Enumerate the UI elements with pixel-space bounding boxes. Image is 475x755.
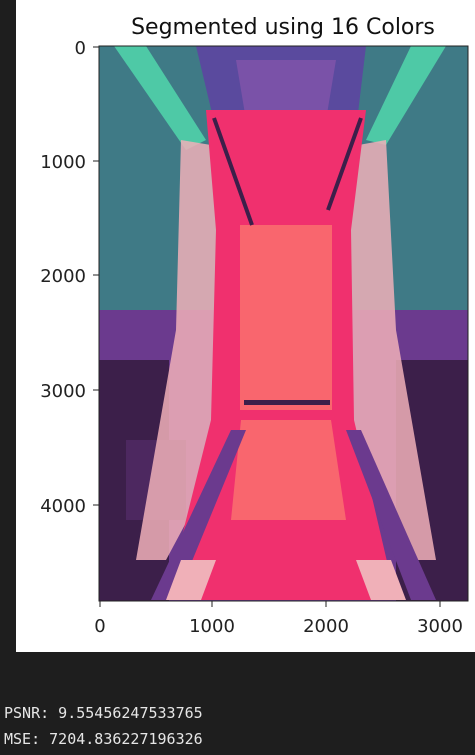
x-axis: 0 1000 2000 3000 [94, 601, 463, 637]
y-tick-label: 2000 [40, 266, 86, 287]
plot-frame [98, 45, 469, 602]
y-tick-label: 4000 [40, 496, 86, 517]
mse-line: MSE: 7204.836227196326 [4, 730, 203, 748]
y-tick-label: 3000 [40, 381, 86, 402]
y-tick-label: 0 [75, 38, 86, 59]
x-tick-label: 0 [94, 616, 105, 637]
x-tick-label: 2000 [303, 616, 349, 637]
segmented-image-plot: Segmented using 16 Colors [40, 15, 469, 637]
y-tick-label: 1000 [40, 152, 86, 173]
x-tick-label: 3000 [417, 616, 463, 637]
x-tick-label: 1000 [189, 616, 235, 637]
stdout-text: PSNR: 9.55456247533765 MSE: 7204.83622719… [4, 700, 203, 752]
segmented-image-figure: Segmented using 16 Colors [16, 0, 475, 652]
y-axis: 0 1000 2000 3000 4000 [40, 38, 99, 517]
psnr-line: PSNR: 9.55456247533765 [4, 704, 203, 722]
figure-title: Segmented using 16 Colors [131, 15, 435, 40]
segmented-image [99, 46, 468, 601]
